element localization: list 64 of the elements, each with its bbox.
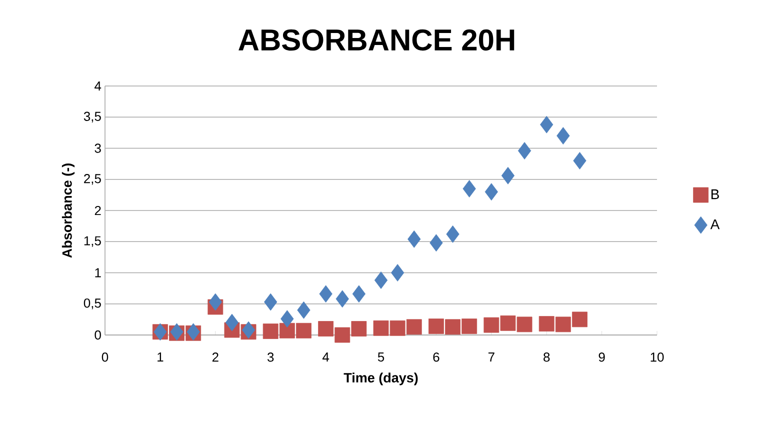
point <box>445 319 460 335</box>
point <box>556 127 570 144</box>
point <box>462 180 476 198</box>
x-tick-label: 8 <box>544 352 550 362</box>
y-tick-label: 2 <box>94 206 101 216</box>
y-tick-label: 1 <box>95 268 101 278</box>
x-tick-label: 10 <box>650 352 664 362</box>
point <box>225 314 239 332</box>
x-tick-label: 6 <box>433 352 440 362</box>
point <box>208 293 222 311</box>
point <box>518 142 532 160</box>
point <box>262 324 278 339</box>
x-tick-label: 3 <box>267 352 274 362</box>
point <box>296 322 312 338</box>
point <box>351 321 367 336</box>
point <box>264 293 278 311</box>
point <box>446 225 460 243</box>
point <box>406 319 422 335</box>
y-tick-label: 3 <box>94 144 101 153</box>
point <box>319 285 332 303</box>
point <box>501 166 515 184</box>
point <box>297 301 310 319</box>
chart-title: ABSORBANCE 20H <box>238 29 514 51</box>
legend-label: B <box>711 189 719 200</box>
x-tick-label: 1 <box>158 352 164 362</box>
x-tick-label: 5 <box>378 352 384 362</box>
point <box>334 327 350 343</box>
point <box>484 317 500 333</box>
point <box>336 290 349 308</box>
x-tick-label: 7 <box>488 352 494 362</box>
y-tick-label: 2,5 <box>84 174 101 185</box>
point <box>390 264 404 282</box>
y-tick-label: 1,5 <box>84 236 101 247</box>
x-tick-label: 2 <box>212 352 218 362</box>
point <box>500 315 516 331</box>
point <box>540 116 554 134</box>
y-tick-label: 0 <box>94 330 101 340</box>
y-axis-title: Absorbance (-) <box>62 164 75 258</box>
point <box>538 316 554 332</box>
point <box>462 318 478 334</box>
point <box>318 321 334 336</box>
point <box>373 320 389 336</box>
point <box>573 152 586 170</box>
point <box>242 321 256 339</box>
point <box>516 316 532 332</box>
point <box>280 310 294 328</box>
y-tick-label: 0,5 <box>84 298 101 310</box>
legend-label: A <box>710 220 720 230</box>
point <box>352 285 366 303</box>
x-tick-label: 9 <box>598 352 605 362</box>
point <box>279 322 295 338</box>
point <box>484 183 498 201</box>
x-axis-title: Time (days) <box>344 372 418 386</box>
point <box>428 318 444 334</box>
point <box>374 272 388 289</box>
point <box>390 320 406 336</box>
point <box>555 316 571 332</box>
y-tick-label: 4 <box>94 82 102 90</box>
x-tick-label: 4 <box>322 352 330 362</box>
point <box>408 230 421 248</box>
point <box>430 234 443 252</box>
x-tick-label: 0 <box>102 352 108 362</box>
point <box>572 312 588 328</box>
y-tick-label: 3,5 <box>84 112 101 122</box>
